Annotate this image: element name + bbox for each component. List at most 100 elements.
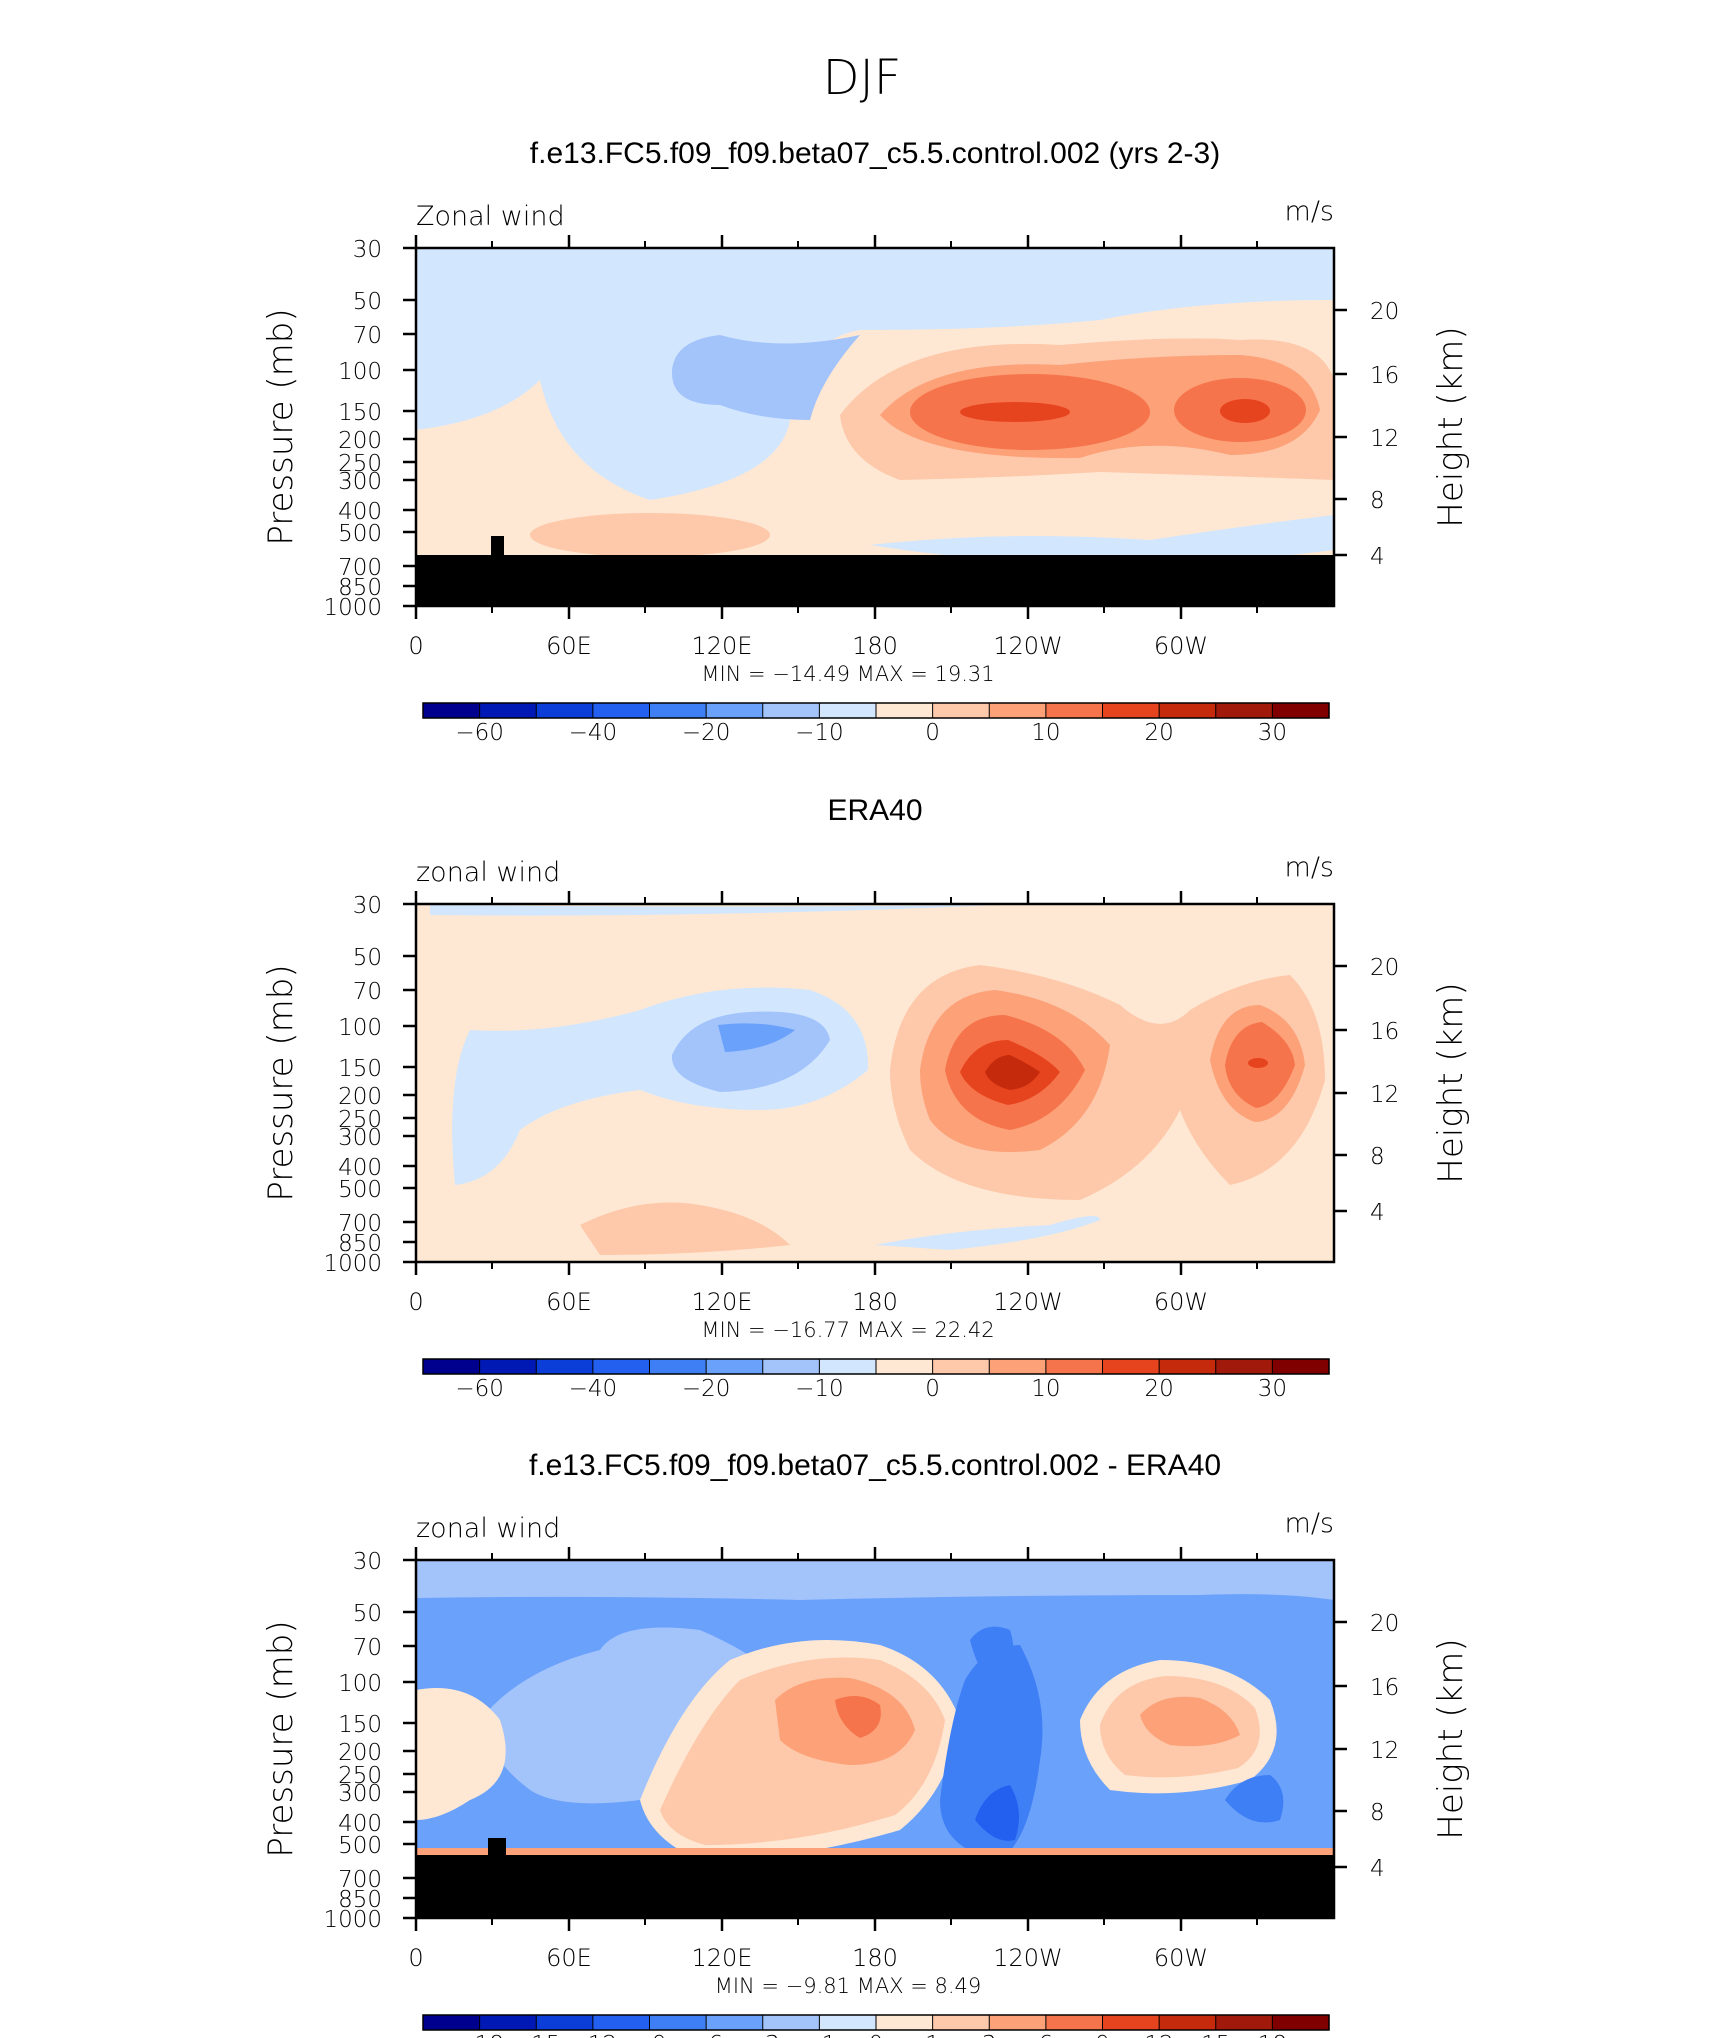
topography-peak	[488, 1838, 506, 1858]
variable-label: zonal wind	[416, 857, 560, 888]
colorbar-swatch	[536, 703, 594, 718]
pressure-tick-label: 100	[338, 359, 382, 385]
contour-field	[416, 1560, 1334, 1918]
colorbar-border	[422, 1358, 1330, 1375]
colorbar-swatch	[1272, 703, 1330, 718]
height-tick-label: 8	[1370, 1800, 1385, 1826]
colorbar-swatch	[1272, 1359, 1330, 1374]
pressure-tick-label: 400	[338, 1811, 382, 1837]
stats-text: MIN = −14.49 MAX = 19.31	[701, 662, 994, 686]
panel-title: f.e13.FC5.f09_f09.beta07_c5.5.control.00…	[530, 137, 1220, 170]
colorbar-label: −18	[455, 2032, 504, 2038]
contour-negative-9	[975, 1785, 1019, 1841]
units-label: m/s	[1285, 196, 1334, 227]
panel-2: ERA40 zonal wind m/s 0 60E 120E 180 120W 60W 3…	[261, 794, 1471, 1402]
height-tick-label: 4	[1370, 1856, 1385, 1882]
pressure-tick-label: 400	[338, 1155, 382, 1181]
panel-title: ERA40	[827, 794, 922, 827]
x-tick-label: 60W	[1154, 1288, 1208, 1316]
contour-upper-easterly	[430, 905, 1000, 916]
colorbar-swatch	[706, 2015, 764, 2030]
units-label: m/s	[1285, 1508, 1334, 1539]
colorbar-swatch	[932, 2015, 990, 2030]
colorbar-swatch	[1045, 703, 1104, 718]
height-tick-label: 12	[1370, 1082, 1399, 1108]
contour-positive-6	[835, 1696, 881, 1738]
x-tick-label: 60W	[1154, 632, 1208, 660]
colorbar-label: 20	[1144, 720, 1173, 746]
x-tick-label: 120W	[993, 632, 1063, 660]
y-axis-label-pressure: Pressure (mb)	[261, 308, 301, 545]
colorbar-label: 20	[1144, 1376, 1173, 1402]
pressure-tick-label: 700	[338, 1867, 382, 1893]
colorbar-border	[422, 2014, 1330, 2031]
colorbar-label: 0	[925, 1376, 940, 1402]
colorbar-label: −1	[802, 2032, 836, 2038]
x-tick-label: 120E	[692, 1288, 753, 1316]
colorbar-label: 12	[1144, 2032, 1173, 2038]
colorbar-label: 3	[982, 2032, 997, 2038]
colorbar-label: 9	[1095, 2032, 1110, 2038]
pressure-tick-label: 500	[338, 521, 382, 547]
panel-3: f.e13.FC5.f09_f09.beta07_c5.5.control.00…	[261, 1449, 1471, 2038]
pressure-tick-label: 100	[338, 1671, 382, 1697]
colorbar-label: −40	[569, 1376, 618, 1402]
height-tick-label: 20	[1370, 299, 1399, 325]
colorbar-swatch	[876, 2015, 934, 2030]
colorbar-swatch	[1215, 2015, 1273, 2030]
colorbar-swatch	[479, 1359, 537, 1374]
x-tick-label: 60E	[546, 632, 592, 660]
colorbar-swatch	[423, 2015, 481, 2030]
variable-label: zonal wind	[416, 1513, 560, 1544]
x-tick-label: 0	[408, 1288, 423, 1316]
height-tick-label: 16	[1370, 1675, 1399, 1701]
colorbar-swatch	[762, 703, 820, 718]
pressure-tick-label: 70	[353, 1635, 382, 1661]
colorbar-swatch	[706, 703, 764, 718]
pressure-tick-label: 400	[338, 499, 382, 525]
pressure-tick-label: 70	[353, 323, 382, 349]
contour-negative-upper	[970, 1626, 1014, 1690]
colorbar-swatch	[423, 703, 481, 718]
pressure-tick-label: 150	[338, 400, 382, 426]
colorbar-swatch	[649, 1359, 707, 1374]
colorbar-label: 1	[925, 2032, 940, 2038]
panel-1: f.e13.FC5.f09_f09.beta07_c5.5.control.00…	[261, 137, 1471, 746]
colorbar-swatch	[592, 2015, 651, 2030]
pressure-tick-label: 50	[353, 945, 382, 971]
topography-mask	[416, 555, 1334, 606]
colorbar-swatch	[876, 1359, 934, 1374]
pressure-tick-label: 70	[353, 979, 382, 1005]
pressure-tick-label: 30	[353, 893, 382, 919]
x-tick-label: 120E	[692, 1944, 753, 1972]
stats-text: MIN = −9.81 MAX = 8.49	[715, 1974, 982, 1998]
pressure-tick-label: 850	[338, 575, 382, 601]
jet-max-atlantic	[1220, 399, 1270, 423]
pressure-tick-label: 250	[338, 1763, 382, 1789]
colorbar-label: −3	[746, 2032, 780, 2038]
colorbar-label: 15	[1201, 2032, 1230, 2038]
colorbar-swatch	[423, 1359, 481, 1374]
height-tick-label: 8	[1370, 488, 1385, 514]
stats-text: MIN = −16.77 MAX = 22.42	[701, 1318, 994, 1342]
pressure-tick-label: 150	[338, 1712, 382, 1738]
contour-field	[416, 904, 1334, 1262]
variable-label: Zonal wind	[416, 201, 565, 232]
y-axis-label-height: Height (km)	[1431, 1638, 1471, 1839]
colorbar-swatch	[1272, 2015, 1330, 2030]
colorbar-swatch	[1215, 1359, 1273, 1374]
pressure-tick-label: 150	[338, 1056, 382, 1082]
pressure-tick-label: 250	[338, 1107, 382, 1133]
height-tick-label: 8	[1370, 1144, 1385, 1170]
colorbar-label: −20	[682, 1376, 731, 1402]
colorbar-label: 0	[925, 720, 940, 746]
contour-easterly-upper	[416, 248, 1334, 500]
colorbar-border	[422, 702, 1330, 719]
height-tick-label: 20	[1370, 1611, 1399, 1637]
x-tick-label: 120E	[692, 632, 753, 660]
colorbar-swatch	[762, 1359, 820, 1374]
height-tick-label: 4	[1370, 544, 1385, 570]
pressure-tick-label: 200	[338, 428, 382, 454]
x-tick-label: 180	[852, 1944, 898, 1972]
